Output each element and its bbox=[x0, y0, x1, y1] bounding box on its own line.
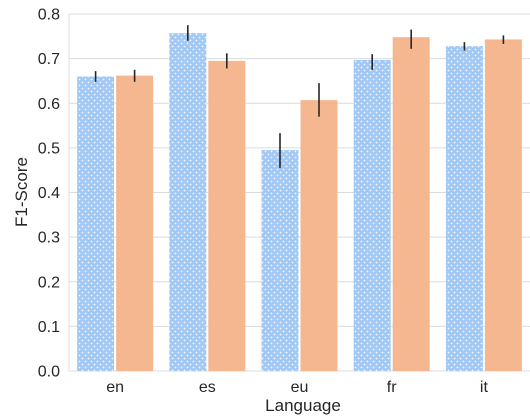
bar bbox=[353, 59, 391, 372]
y-tick-label: 0.3 bbox=[38, 230, 60, 247]
x-axis-label: Language bbox=[265, 396, 341, 415]
y-tick-label: 0.8 bbox=[38, 7, 60, 24]
error-bars bbox=[94, 25, 505, 168]
y-tick-labels: 0.0 0.1 0.2 0.3 0.4 0.5 0.6 0.7 0.8 bbox=[38, 7, 60, 381]
x-tick-label: it bbox=[480, 379, 489, 396]
bars bbox=[77, 33, 522, 372]
x-tick-label: eu bbox=[291, 379, 309, 396]
y-axis-label: F1-Score bbox=[12, 157, 31, 227]
y-tick-label: 0.7 bbox=[38, 51, 60, 68]
x-tick-labels: en es eu fr it bbox=[106, 379, 488, 396]
bar bbox=[261, 150, 299, 371]
x-tick-label: es bbox=[199, 379, 216, 396]
bar bbox=[77, 76, 115, 371]
bar bbox=[392, 37, 430, 371]
bar bbox=[116, 75, 154, 372]
bar bbox=[445, 46, 483, 371]
y-tick-label: 0.1 bbox=[38, 319, 60, 336]
x-tick-label: en bbox=[106, 379, 124, 396]
y-tick-label: 0.6 bbox=[38, 96, 60, 113]
bar bbox=[300, 100, 338, 371]
y-tick-label: 0.2 bbox=[38, 274, 60, 291]
bar bbox=[169, 33, 207, 371]
x-tick-label: fr bbox=[387, 379, 397, 396]
bar bbox=[484, 39, 522, 371]
y-tick-label: 0.0 bbox=[38, 364, 60, 381]
y-tick-label: 0.4 bbox=[38, 185, 60, 202]
bar bbox=[208, 60, 246, 371]
y-tick-label: 0.5 bbox=[38, 140, 60, 157]
